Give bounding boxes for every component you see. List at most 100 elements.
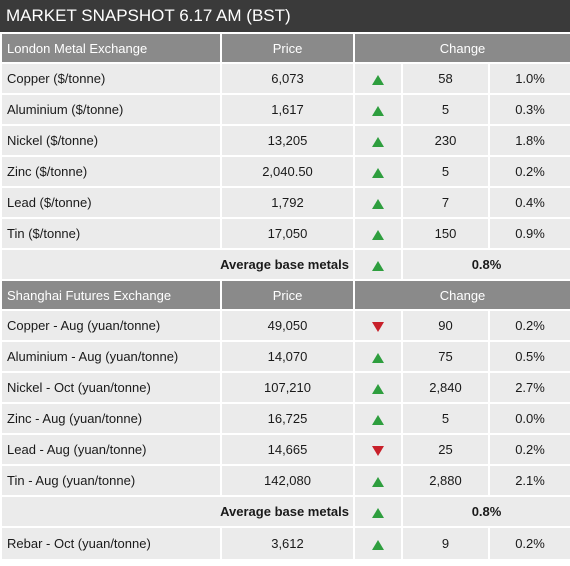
shfe-header-name: Shanghai Futures Exchange [0,279,222,311]
up-arrow-icon [372,507,384,518]
up-arrow-icon [372,229,384,240]
metal-price: 6,073 [220,62,355,95]
down-arrow-icon [372,445,384,456]
metal-name: Tin ($/tonne) [0,217,222,250]
metal-change: 58 [401,62,490,95]
direction-cell [353,124,403,157]
metal-change: 230 [401,124,490,157]
metal-change: 25 [401,433,490,466]
direction-cell [353,309,403,342]
page-title: MARKET SNAPSHOT 6.17 AM (BST) [0,0,570,32]
average-pct: 0.8% [400,495,570,528]
market-table: London Metal Exchange Price Change Coppe… [0,32,570,561]
metal-price: 16,725 [220,402,355,435]
metal-price: 17,050 [220,217,355,250]
direction-cell [353,186,403,219]
up-arrow-icon [372,352,384,363]
average-label: Average base metals [0,495,355,528]
metal-name: Copper ($/tonne) [0,62,222,95]
metal-change-pct: 1.0% [487,62,570,95]
metal-name: Lead - Aug (yuan/tonne) [0,433,222,466]
metal-name: Copper - Aug (yuan/tonne) [0,309,222,342]
direction-cell [353,433,403,466]
metal-price: 1,792 [220,186,355,219]
direction-cell [353,464,403,497]
up-arrow-icon [372,167,384,178]
metal-change-pct: 0.2% [487,309,570,342]
direction-cell [353,340,403,373]
table-row: Copper - Aug (yuan/tonne) 49,050 90 0.2% [0,309,570,342]
lme-header-price: Price [220,32,355,64]
metal-change: 90 [401,309,490,342]
table-row: Zinc ($/tonne) 2,040.50 5 0.2% [0,155,570,188]
shfe-header-change: Change [352,279,570,311]
metal-price: 107,210 [220,371,355,404]
metal-price: 14,070 [220,340,355,373]
metal-price: 13,205 [220,124,355,157]
down-arrow-icon [372,321,384,332]
direction-cell [353,155,403,188]
direction-cell [353,248,403,281]
direction-cell [353,217,403,250]
table-row: Tin - Aug (yuan/tonne) 142,080 2,880 2.1% [0,464,570,497]
table-row: Lead - Aug (yuan/tonne) 14,665 25 0.2% [0,433,570,466]
shfe-header-price: Price [220,279,355,311]
metal-change-pct: 1.8% [487,124,570,157]
metal-change-pct: 0.2% [487,433,570,466]
up-arrow-icon [372,105,384,116]
metal-change: 2,840 [401,371,490,404]
up-arrow-icon [372,383,384,394]
metal-name: Zinc - Aug (yuan/tonne) [0,402,222,435]
metal-change: 7 [401,186,490,219]
up-arrow-icon [372,539,384,550]
metal-change: 9 [401,526,490,561]
up-arrow-icon [372,136,384,147]
average-pct: 0.8% [400,248,570,281]
market-table-body: London Metal Exchange Price Change Coppe… [0,32,570,561]
metal-change-pct: 0.2% [487,155,570,188]
lme-header-row: London Metal Exchange Price Change [0,32,570,64]
metal-name: Zinc ($/tonne) [0,155,222,188]
direction-cell [353,371,403,404]
metal-price: 2,040.50 [220,155,355,188]
metal-change-pct: 0.0% [487,402,570,435]
metal-change: 5 [401,93,490,126]
up-arrow-icon [372,74,384,85]
metal-name: Nickel - Oct (yuan/tonne) [0,371,222,404]
metal-price: 1,617 [220,93,355,126]
metal-price: 142,080 [220,464,355,497]
up-arrow-icon [372,260,384,271]
metal-change-pct: 0.5% [487,340,570,373]
metal-name: Rebar - Oct (yuan/tonne) [0,526,222,561]
table-row: Tin ($/tonne) 17,050 150 0.9% [0,217,570,250]
table-row: Zinc - Aug (yuan/tonne) 16,725 5 0.0% [0,402,570,435]
metal-change: 5 [401,402,490,435]
table-row: Nickel ($/tonne) 13,205 230 1.8% [0,124,570,157]
metal-price: 3,612 [220,526,355,561]
direction-cell [353,62,403,95]
average-row: Average base metals 0.8% [0,495,570,528]
table-row: Aluminium - Aug (yuan/tonne) 14,070 75 0.5% [0,340,570,373]
metal-change-pct: 0.4% [487,186,570,219]
direction-cell [353,93,403,126]
up-arrow-icon [372,476,384,487]
metal-name: Aluminium ($/tonne) [0,93,222,126]
lme-header-name: London Metal Exchange [0,32,222,64]
average-label: Average base metals [0,248,355,281]
up-arrow-icon [372,414,384,425]
metal-change-pct: 2.7% [487,371,570,404]
up-arrow-icon [372,198,384,209]
direction-cell [353,526,403,561]
direction-cell [353,402,403,435]
metal-change: 150 [401,217,490,250]
metal-name: Lead ($/tonne) [0,186,222,219]
metal-price: 14,665 [220,433,355,466]
table-row: Copper ($/tonne) 6,073 58 1.0% [0,62,570,95]
metal-change: 2,880 [401,464,490,497]
shfe-header-row: Shanghai Futures Exchange Price Change [0,279,570,311]
table-row: Lead ($/tonne) 1,792 7 0.4% [0,186,570,219]
average-row: Average base metals 0.8% [0,248,570,281]
metal-change-pct: 0.2% [487,526,570,561]
metal-change: 75 [401,340,490,373]
